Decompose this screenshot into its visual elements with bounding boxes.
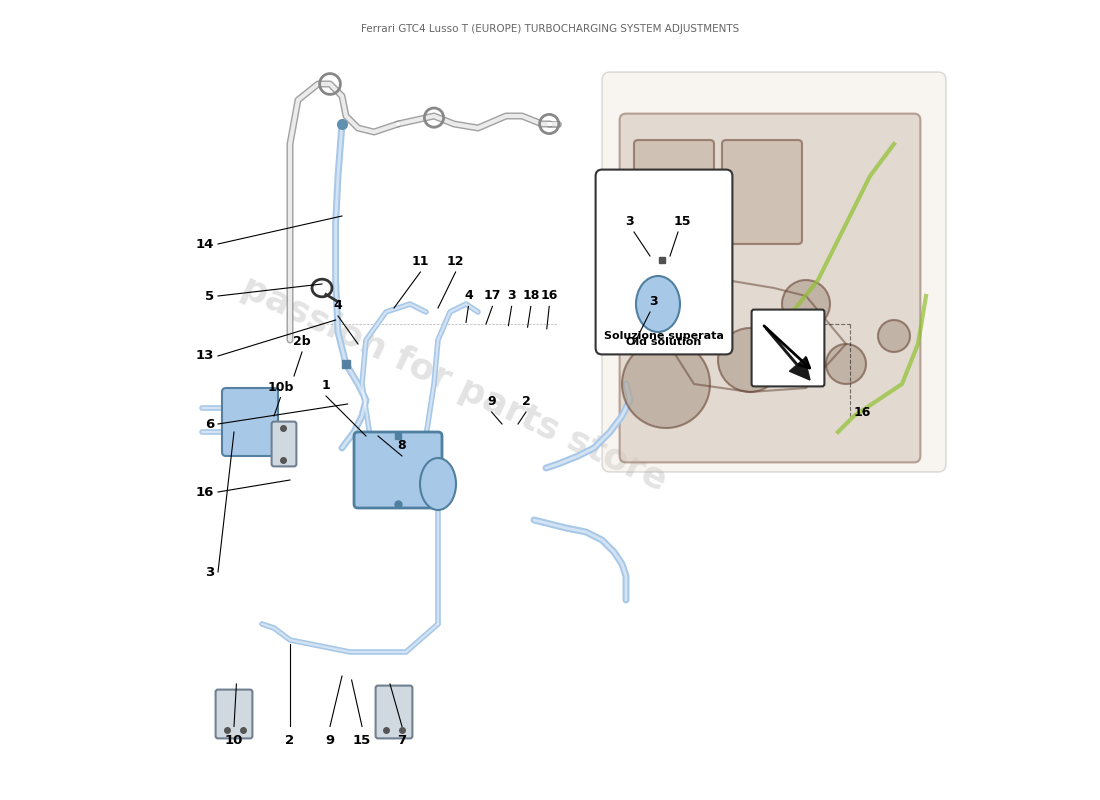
Text: 6: 6	[205, 418, 214, 430]
Text: 3: 3	[650, 295, 658, 308]
Text: 16: 16	[196, 486, 214, 498]
Text: 2: 2	[521, 395, 530, 408]
Text: Soluzione superata: Soluzione superata	[604, 331, 724, 341]
Text: 16: 16	[540, 290, 558, 302]
Text: 2: 2	[285, 734, 295, 747]
Text: 18: 18	[522, 290, 539, 302]
Text: 9: 9	[326, 734, 334, 747]
Text: Ferrari GTC4 Lusso T (EUROPE) TURBOCHARGING SYSTEM ADJUSTMENTS: Ferrari GTC4 Lusso T (EUROPE) TURBOCHARG…	[361, 24, 739, 34]
FancyBboxPatch shape	[751, 310, 824, 386]
Text: 4: 4	[333, 299, 342, 312]
Circle shape	[718, 328, 782, 392]
Text: passion for parts store: passion for parts store	[235, 270, 672, 498]
Text: 15: 15	[673, 215, 691, 228]
FancyBboxPatch shape	[222, 388, 278, 456]
FancyBboxPatch shape	[375, 686, 412, 738]
Text: 12: 12	[447, 255, 464, 268]
Text: 11: 11	[411, 255, 429, 268]
Text: 3: 3	[507, 290, 516, 302]
Text: 9: 9	[487, 395, 496, 408]
Circle shape	[826, 344, 866, 384]
FancyBboxPatch shape	[602, 72, 946, 472]
FancyBboxPatch shape	[634, 140, 714, 244]
Circle shape	[782, 280, 830, 328]
Text: 3: 3	[205, 566, 214, 578]
Text: 17: 17	[484, 290, 502, 302]
FancyBboxPatch shape	[216, 690, 252, 738]
Text: 5: 5	[205, 290, 214, 302]
FancyBboxPatch shape	[272, 422, 296, 466]
Text: 13: 13	[196, 350, 214, 362]
FancyArrow shape	[766, 327, 810, 380]
Text: 2b: 2b	[294, 335, 311, 348]
Text: 10b: 10b	[267, 381, 294, 394]
Text: 14: 14	[196, 238, 214, 250]
Circle shape	[654, 204, 694, 244]
Circle shape	[878, 320, 910, 352]
FancyBboxPatch shape	[595, 170, 733, 354]
FancyBboxPatch shape	[619, 114, 921, 462]
Ellipse shape	[420, 458, 456, 510]
Text: 1: 1	[321, 379, 330, 392]
Ellipse shape	[636, 276, 680, 332]
FancyBboxPatch shape	[722, 140, 802, 244]
Text: 7: 7	[397, 734, 407, 747]
Text: 4: 4	[464, 290, 473, 302]
Text: 3: 3	[626, 215, 635, 228]
FancyBboxPatch shape	[354, 432, 442, 508]
Text: 8: 8	[398, 439, 406, 452]
Text: 15: 15	[353, 734, 371, 747]
Circle shape	[621, 340, 710, 428]
Text: Old solution: Old solution	[626, 338, 702, 347]
Text: 16: 16	[854, 406, 871, 418]
Text: 10: 10	[224, 734, 243, 747]
